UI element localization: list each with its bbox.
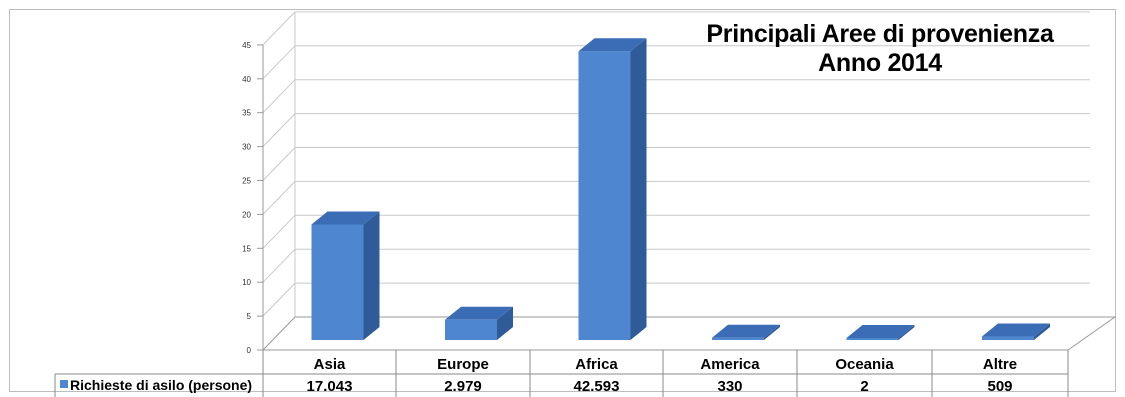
y-tick-label: 45 bbox=[242, 41, 251, 50]
chart-title: Principali Aree di provenienza bbox=[706, 20, 1054, 48]
bar-top-america bbox=[712, 324, 780, 338]
category-label: Africa bbox=[575, 356, 618, 373]
y-tick-label: 15 bbox=[242, 244, 251, 253]
data-table-value: 2 bbox=[860, 378, 868, 395]
category-label: Oceania bbox=[835, 356, 894, 373]
side-gridline bbox=[262, 214, 296, 249]
side-gridline bbox=[262, 181, 296, 215]
bar-front-asia bbox=[311, 224, 364, 340]
y-tick-label: 30 bbox=[242, 143, 251, 152]
side-gridline bbox=[262, 282, 296, 317]
y-tick-label: 20 bbox=[242, 210, 251, 219]
bar-top-altre bbox=[982, 323, 1050, 337]
bar-front-europe bbox=[445, 319, 497, 340]
chart-title-block: Principali Aree di provenienza Anno 2014 bbox=[690, 20, 1070, 78]
y-tick-label: 40 bbox=[242, 75, 251, 84]
y-tick-label: 5 bbox=[247, 312, 252, 321]
data-table-value: 17.043 bbox=[307, 378, 353, 395]
side-gridline bbox=[262, 113, 296, 147]
y-tick-label: 35 bbox=[242, 109, 251, 118]
y-tick-label: 25 bbox=[242, 177, 251, 186]
data-table-value: 330 bbox=[717, 378, 742, 395]
legend-swatch bbox=[60, 380, 68, 388]
bar-front-oceania bbox=[846, 338, 899, 340]
bar-side-africa bbox=[630, 38, 647, 341]
side-gridline bbox=[262, 45, 296, 80]
bar-side-asia bbox=[363, 211, 380, 340]
chart-subtitle: Anno 2014 bbox=[818, 49, 942, 77]
category-label: America bbox=[700, 356, 760, 373]
data-table-value: 509 bbox=[987, 378, 1012, 395]
data-table-value: 42.593 bbox=[574, 378, 620, 395]
legend-label: Richieste di asilo (persone) bbox=[70, 377, 252, 393]
bar-side-oceania bbox=[898, 325, 915, 340]
data-table-value: 2.979 bbox=[444, 378, 482, 395]
bar-side-altre bbox=[1034, 323, 1050, 340]
bar-top-oceania bbox=[846, 325, 915, 338]
bar-front-africa bbox=[578, 51, 631, 341]
y-tick-label: 0 bbox=[247, 346, 252, 355]
side-gridline bbox=[262, 11, 296, 46]
chart-frame bbox=[9, 9, 1116, 392]
y-tick-label: 10 bbox=[242, 278, 251, 287]
side-gridline bbox=[262, 147, 296, 181]
bar-side-europe bbox=[497, 306, 513, 340]
bar-top-asia bbox=[311, 211, 380, 225]
category-label: Europe bbox=[437, 356, 489, 373]
bar-front-america bbox=[712, 337, 764, 340]
bar-top-africa bbox=[578, 38, 647, 52]
bar-top-europe bbox=[445, 306, 513, 320]
bar-front-altre bbox=[982, 336, 1034, 340]
side-gridline bbox=[262, 79, 296, 114]
category-label: Altre bbox=[983, 356, 1017, 373]
category-label: Asia bbox=[314, 356, 346, 373]
bar-side-america bbox=[764, 324, 780, 340]
side-gridline bbox=[262, 248, 296, 283]
